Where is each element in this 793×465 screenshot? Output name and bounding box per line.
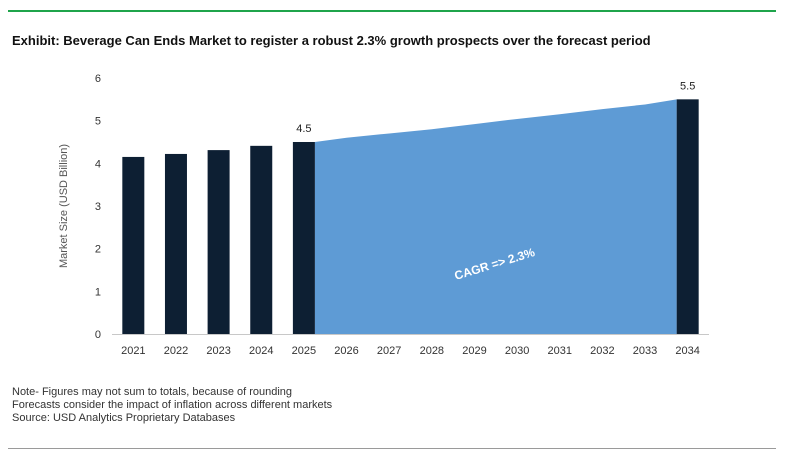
exhibit-title: Exhibit: Beverage Can Ends Market to reg… (12, 33, 651, 48)
bottom-divider (8, 448, 776, 449)
y-tick-label: 3 (95, 201, 101, 213)
forecast-area-layer (314, 99, 677, 334)
bar-2034 (676, 99, 699, 334)
y-tick-label: 2 (95, 244, 101, 256)
y-tick-label: 4 (95, 158, 101, 170)
x-tick-label: 2034 (675, 345, 699, 357)
data-label-2034: 5.5 (680, 80, 695, 92)
y-axis-title: Market Size (USD Billion) (58, 144, 70, 268)
data-label-2025: 4.5 (296, 123, 311, 135)
bar-2025 (292, 142, 315, 334)
footnotes: Note- Figures may not sum to totals, bec… (12, 386, 332, 425)
x-tick-label: 2028 (420, 345, 444, 357)
y-tick-label: 5 (95, 116, 101, 128)
x-tick-label: 2022 (164, 345, 188, 357)
y-tick-label: 6 (95, 73, 101, 85)
top-divider (8, 10, 776, 12)
footnote-source: Source: USD Analytics Proprietary Databa… (12, 412, 236, 424)
x-tick-label: 2026 (334, 345, 358, 357)
x-tick-label: 2024 (249, 345, 273, 357)
bar-2023 (207, 150, 230, 334)
y-tick-label: 0 (95, 329, 101, 341)
x-tick-label: 2033 (633, 345, 657, 357)
x-tick-label: 2031 (548, 345, 572, 357)
x-tick-label: 2023 (206, 345, 230, 357)
x-tick-label: 2027 (377, 345, 401, 357)
y-tick-label: 1 (95, 286, 101, 298)
footnote-inflation: Forecasts consider the impact of inflati… (12, 399, 333, 411)
footnote-rounding: Note- Figures may not sum to totals, bec… (12, 386, 293, 398)
bar-2024 (250, 145, 273, 334)
bar-layer (122, 99, 699, 334)
bar-2021 (122, 156, 145, 334)
x-tick-label: 2025 (292, 345, 316, 357)
x-tick-label: 2030 (505, 345, 529, 357)
x-tick-label: 2021 (121, 345, 145, 357)
forecast-area (314, 99, 677, 334)
bar-2022 (164, 153, 187, 334)
x-tick-label: 2029 (462, 345, 486, 357)
x-tick-label: 2032 (590, 345, 614, 357)
